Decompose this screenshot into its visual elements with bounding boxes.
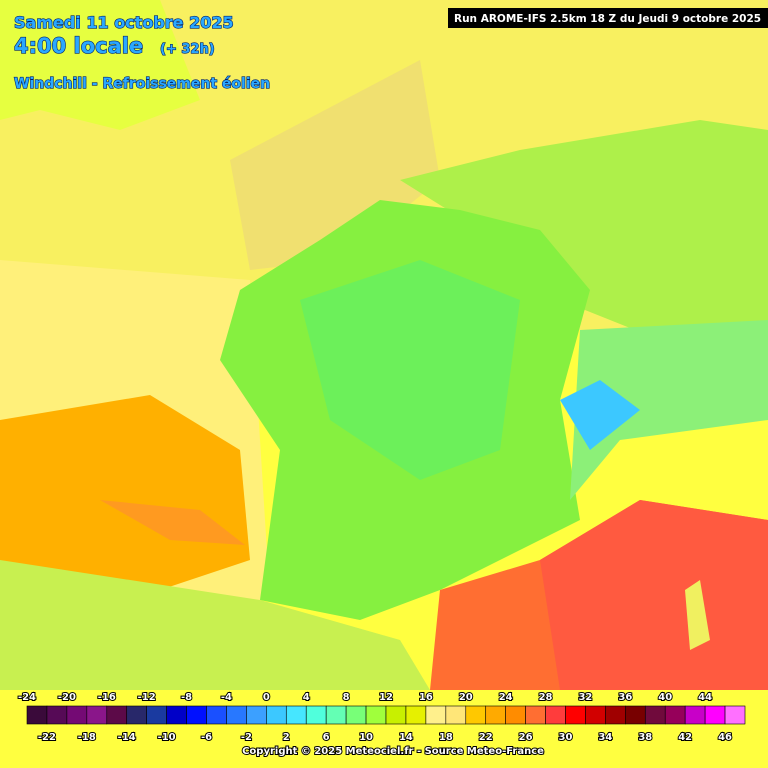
- legend-label: 12: [379, 692, 393, 703]
- legend-label: -6: [201, 732, 212, 743]
- legend-swatch: [684, 705, 706, 725]
- spain-area: [0, 560, 430, 690]
- legend-label: -18: [78, 732, 96, 743]
- legend-label: -24: [18, 692, 36, 703]
- legend-label: 38: [638, 732, 652, 743]
- legend-swatch: [46, 705, 68, 725]
- atlantic-warmer: [100, 500, 245, 545]
- legend-swatch: [226, 705, 247, 725]
- alps-cold: [560, 380, 640, 450]
- france-center: [300, 260, 520, 480]
- alps-area: [570, 320, 768, 500]
- legend-label: 40: [658, 692, 672, 703]
- legend-label: 22: [479, 732, 493, 743]
- legend-swatch: [405, 705, 427, 725]
- legend-swatch: [325, 705, 347, 725]
- legend-swatch: [605, 705, 626, 725]
- legend-swatch: [285, 705, 307, 725]
- product: Windchill - Refroissement éolien: [14, 76, 270, 92]
- legend-label: 14: [399, 732, 413, 743]
- legend-swatch: [345, 705, 367, 725]
- legend-label: 28: [539, 692, 553, 703]
- legend-swatch: [565, 705, 586, 725]
- legend-swatch: [525, 705, 546, 725]
- legend-swatch: [246, 705, 267, 725]
- legend-swatch: [206, 705, 227, 725]
- legend-swatch: [186, 705, 207, 725]
- legend-label: 0: [263, 692, 270, 703]
- corsica: [685, 580, 710, 650]
- legend-label: -12: [138, 692, 156, 703]
- legend-swatch: [385, 705, 407, 725]
- legend-swatch: [305, 705, 327, 725]
- legend-label: -16: [98, 692, 116, 703]
- legend-swatch: [625, 705, 646, 725]
- legend-swatch: [86, 705, 108, 725]
- legend-swatch: [106, 705, 128, 725]
- legend-swatch: [146, 705, 167, 725]
- legend-label: -4: [221, 692, 232, 703]
- legend-label: 6: [323, 732, 330, 743]
- legend-label: -10: [158, 732, 176, 743]
- legend-swatch: [26, 705, 48, 725]
- legend-swatch: [485, 705, 506, 725]
- legend-label: 20: [459, 692, 473, 703]
- legend-swatch: [644, 705, 666, 725]
- legend-label: 16: [419, 692, 433, 703]
- legend-label: -20: [58, 692, 76, 703]
- legend-swatch: [365, 705, 387, 725]
- legend-label: 46: [718, 732, 732, 743]
- legend-label: 24: [499, 692, 513, 703]
- legend-label: -8: [181, 692, 192, 703]
- legend-bg: [0, 690, 768, 768]
- legend-label: 42: [678, 732, 692, 743]
- legend-swatch: [126, 705, 147, 725]
- germany-area: [400, 120, 768, 340]
- legend-swatch: [724, 705, 746, 725]
- legend-label: 8: [343, 692, 350, 703]
- legend-label: -14: [118, 732, 136, 743]
- legend-swatch: [266, 705, 287, 725]
- legend-label: 2: [283, 732, 290, 743]
- legend-label: 10: [359, 732, 373, 743]
- date: Samedi 11 octobre 2025: [14, 13, 234, 32]
- copyright: Copyright © 2025 Meteociel.fr - Source M…: [242, 746, 544, 757]
- legend-label: 4: [303, 692, 310, 703]
- atlantic-warm: [0, 395, 250, 600]
- uk-area: [0, 0, 200, 130]
- legend-label: 18: [439, 732, 453, 743]
- mediterranean-warm: [540, 500, 768, 690]
- legend-label: 32: [578, 692, 592, 703]
- legend-swatch: [545, 705, 566, 725]
- legend-swatch: [465, 705, 487, 725]
- time: 4:00 locale: [14, 34, 143, 58]
- run-info: Run AROME-IFS 2.5km 18 Z du Jeudi 9 octo…: [454, 13, 761, 25]
- legend-swatch: [505, 705, 526, 725]
- legend-swatch: [166, 705, 187, 725]
- legend-label: -22: [38, 732, 56, 743]
- legend-label: 26: [519, 732, 533, 743]
- legend-label: 34: [598, 732, 612, 743]
- legend-swatch: [66, 705, 88, 725]
- run-bg: [448, 8, 768, 28]
- legend-label: 44: [698, 692, 712, 703]
- legend-label: 30: [559, 732, 573, 743]
- lead-time: (+ 32h): [160, 42, 215, 57]
- legend-swatch: [664, 705, 686, 725]
- legend-swatch: [585, 705, 606, 725]
- legend-label: -2: [241, 732, 252, 743]
- legend-swatch: [704, 705, 726, 725]
- legend-swatch: [445, 705, 467, 725]
- legend-swatch: [425, 705, 447, 725]
- legend-label: 36: [618, 692, 632, 703]
